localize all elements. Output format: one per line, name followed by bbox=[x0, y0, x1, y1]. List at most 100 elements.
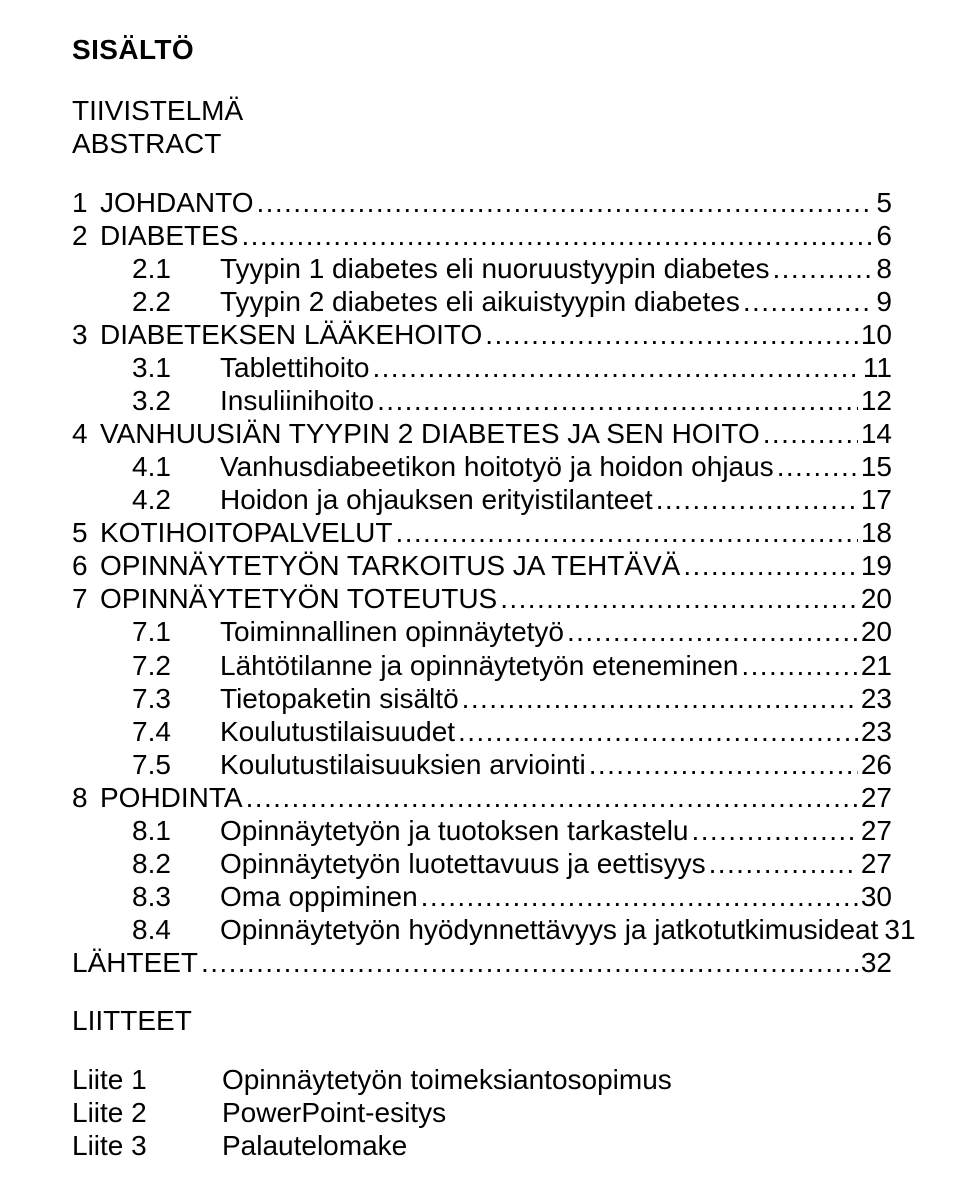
toc-row: 3.1Tablettihoito11 bbox=[72, 351, 892, 384]
toc-page-number: 14 bbox=[861, 417, 892, 450]
toc-leader bbox=[201, 946, 858, 979]
toc-row: 2.2Tyypin 2 diabetes eli aikuistyypin di… bbox=[72, 285, 892, 318]
appendix-heading: LIITTEET bbox=[72, 1005, 892, 1037]
appendix-row: Liite 3Palautelomake bbox=[72, 1129, 892, 1162]
toc-row: 2.1Tyypin 1 diabetes eli nuoruustyypin d… bbox=[72, 252, 892, 285]
toc-page-number: 8 bbox=[876, 252, 892, 285]
document-page: SISÄLTÖ TIIVISTELMÄ ABSTRACT 1JOHDANTO 5 2… bbox=[0, 0, 960, 1196]
toc-page-number: 6 bbox=[876, 219, 892, 252]
toc-label: OPINNÄYTETYÖN TOTEUTUS bbox=[100, 582, 497, 615]
toc-leader bbox=[485, 318, 858, 351]
toc-row: 7.5Koulutustilaisuuksien arviointi26 bbox=[72, 748, 892, 781]
toc-label: Vanhusdiabeetikon hoitotyö ja hoidon ohj… bbox=[220, 450, 774, 483]
toc-label: KOTIHOITOPALVELUT bbox=[100, 516, 393, 549]
toc-leader bbox=[257, 186, 874, 219]
toc-number: 8.4 bbox=[132, 913, 220, 946]
toc-leader bbox=[683, 549, 858, 582]
toc-leader bbox=[241, 219, 873, 252]
toc-number: 2.2 bbox=[132, 285, 220, 318]
toc-label: DIABETEKSEN LÄÄKEHOITO bbox=[100, 318, 482, 351]
toc-label: DIABETES bbox=[100, 219, 238, 252]
toc-page-number: 27 bbox=[861, 814, 892, 847]
toc-number: 5 bbox=[72, 516, 100, 549]
toc-leader bbox=[763, 417, 858, 450]
toc-label: Lähtötilanne ja opinnäytetyön eteneminen bbox=[220, 649, 738, 682]
toc-page-number: 23 bbox=[861, 682, 892, 715]
toc-page-number: 5 bbox=[876, 186, 892, 219]
toc-page-number: 15 bbox=[861, 450, 892, 483]
toc-row: 3.2Insuliinihoito 12 bbox=[72, 384, 892, 417]
toc-row: 7.1Toiminnallinen opinnäytetyö20 bbox=[72, 615, 892, 648]
toc-number: 8.1 bbox=[132, 814, 220, 847]
toc-page-number: 27 bbox=[861, 847, 892, 880]
toc-label: Toiminnallinen opinnäytetyö bbox=[220, 615, 564, 648]
toc-row: 7.2Lähtötilanne ja opinnäytetyön etenemi… bbox=[72, 649, 892, 682]
toc-page-number: 9 bbox=[876, 285, 892, 318]
toc-page-number: 30 bbox=[861, 880, 892, 913]
toc-label: JOHDANTO bbox=[100, 186, 254, 219]
toc-label: Tietopaketin sisältö bbox=[220, 682, 459, 715]
toc-number: 3.1 bbox=[132, 351, 220, 384]
toc-number: 3.2 bbox=[132, 384, 220, 417]
toc-page-number: 10 bbox=[861, 318, 892, 351]
appendix-row: Liite 1Opinnäytetyön toimeksiantosopimus bbox=[72, 1063, 892, 1096]
toc-label: VANHUUSIÄN TYYPIN 2 DIABETES JA SEN HOIT… bbox=[100, 417, 760, 450]
toc-label: Insuliinihoito bbox=[220, 384, 374, 417]
toc-number: 7.3 bbox=[132, 682, 220, 715]
front-matter-line: TIIVISTELMÄ bbox=[72, 94, 892, 127]
toc-number: 7.4 bbox=[132, 715, 220, 748]
toc-leader bbox=[421, 880, 858, 913]
toc-label: Tablettihoito bbox=[220, 351, 369, 384]
toc-leader bbox=[589, 748, 858, 781]
toc-row: 8.2Opinnäytetyön luotettavuus ja eettisy… bbox=[72, 847, 892, 880]
toc-label: Tyypin 2 diabetes eli aikuistyypin diabe… bbox=[220, 285, 740, 318]
toc-leader bbox=[777, 450, 858, 483]
toc-number: 1 bbox=[72, 186, 100, 219]
toc-row: 7.3Tietopaketin sisältö 23 bbox=[72, 682, 892, 715]
toc-row: 8.4Opinnäytetyön hyödynnettävyys ja jatk… bbox=[72, 913, 892, 946]
toc-page-number: 31 bbox=[884, 913, 915, 946]
page-title: SISÄLTÖ bbox=[72, 34, 892, 66]
toc-label: Opinnäytetyön hyödynnettävyys ja jatkotu… bbox=[220, 913, 878, 946]
toc-page-number: 32 bbox=[861, 946, 892, 979]
toc-page-number: 27 bbox=[861, 781, 892, 814]
toc-leader bbox=[709, 847, 858, 880]
toc-leader bbox=[692, 814, 858, 847]
toc-number: 4.1 bbox=[132, 450, 220, 483]
toc-number: 7.2 bbox=[132, 649, 220, 682]
toc-number: 6 bbox=[72, 549, 100, 582]
toc-leader bbox=[656, 483, 858, 516]
toc-label: LÄHTEET bbox=[72, 946, 198, 979]
front-matter-line: ABSTRACT bbox=[72, 127, 892, 160]
toc-label: OPINNÄYTETYÖN TARKOITUS JA TEHTÄVÄ bbox=[100, 549, 680, 582]
toc-leader bbox=[377, 384, 858, 417]
toc-row: 7.4Koulutustilaisuudet23 bbox=[72, 715, 892, 748]
toc-number: 2.1 bbox=[132, 252, 220, 285]
table-of-contents: 1JOHDANTO52DIABETES62.1Tyypin 1 diabetes… bbox=[72, 186, 892, 979]
appendix-list: Liite 1Opinnäytetyön toimeksiantosopimus… bbox=[72, 1063, 892, 1162]
appendix-key: Liite 2 bbox=[72, 1096, 222, 1129]
toc-label: Oma oppiminen bbox=[220, 880, 418, 913]
toc-row: 4VANHUUSIÄN TYYPIN 2 DIABETES JA SEN HOI… bbox=[72, 417, 892, 450]
appendix-row: Liite 2PowerPoint-esitys bbox=[72, 1096, 892, 1129]
appendix-label: Opinnäytetyön toimeksiantosopimus bbox=[222, 1063, 672, 1096]
appendix-key: Liite 3 bbox=[72, 1129, 222, 1162]
appendix-label: PowerPoint-esitys bbox=[222, 1096, 446, 1129]
toc-page-number: 12 bbox=[861, 384, 892, 417]
toc-leader bbox=[372, 351, 859, 384]
toc-leader bbox=[396, 516, 858, 549]
toc-label: Koulutustilaisuudet bbox=[220, 715, 455, 748]
appendix-label: Palautelomake bbox=[222, 1129, 407, 1162]
toc-number: 7.1 bbox=[132, 615, 220, 648]
toc-number: 8 bbox=[72, 781, 100, 814]
toc-leader bbox=[458, 715, 858, 748]
front-matter: TIIVISTELMÄ ABSTRACT bbox=[72, 94, 892, 160]
toc-row: 8.3Oma oppiminen 30 bbox=[72, 880, 892, 913]
toc-row: 2DIABETES6 bbox=[72, 219, 892, 252]
toc-page-number: 17 bbox=[861, 483, 892, 516]
toc-number: 7 bbox=[72, 582, 100, 615]
toc-row: 4.2Hoidon ja ohjauksen erityistilanteet1… bbox=[72, 483, 892, 516]
toc-row: 1JOHDANTO 5 bbox=[72, 186, 892, 219]
toc-page-number: 20 bbox=[861, 582, 892, 615]
toc-number: 8.3 bbox=[132, 880, 220, 913]
